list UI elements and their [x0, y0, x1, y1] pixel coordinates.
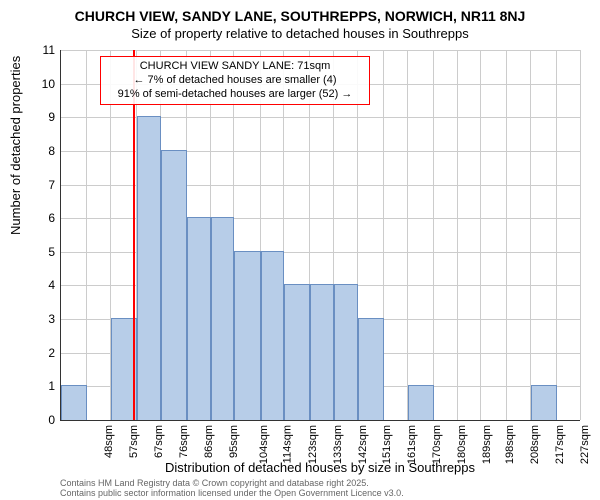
x-tick-label: 217sqm [554, 425, 566, 464]
x-tick-label: 198sqm [505, 425, 517, 464]
histogram-bar [234, 251, 260, 420]
histogram-bar [187, 217, 211, 420]
y-tick-label: 7 [25, 178, 55, 192]
x-tick-label: 180sqm [456, 425, 468, 464]
title-sub: Size of property relative to detached ho… [0, 26, 600, 41]
histogram-bar [211, 217, 235, 420]
x-tick-label: 133sqm [333, 425, 345, 464]
footer-line-2: Contains public sector information licen… [60, 488, 404, 498]
x-tick-label: 86sqm [203, 425, 215, 458]
y-tick-label: 2 [25, 346, 55, 360]
y-tick-label: 0 [25, 413, 55, 427]
gridline-vertical [580, 50, 581, 420]
y-tick-label: 1 [25, 379, 55, 393]
y-tick-label: 5 [25, 245, 55, 259]
chart-container: CHURCH VIEW, SANDY LANE, SOUTHREPPS, NOR… [0, 0, 600, 500]
x-tick-label: 95sqm [228, 425, 240, 458]
histogram-bar [408, 385, 434, 420]
histogram-bar [137, 116, 161, 420]
gridline-vertical [407, 50, 408, 420]
y-tick-label: 10 [25, 77, 55, 91]
x-tick-label: 142sqm [357, 425, 369, 464]
footer-attribution: Contains HM Land Registry data © Crown c… [60, 478, 404, 499]
y-tick-label: 4 [25, 278, 55, 292]
x-axis-label: Distribution of detached houses by size … [60, 460, 580, 475]
histogram-bar [61, 385, 87, 420]
x-tick-label: 123sqm [308, 425, 320, 464]
gridline-vertical [433, 50, 434, 420]
gridline-vertical [556, 50, 557, 420]
gridline-vertical [86, 50, 87, 420]
gridline-horizontal [60, 420, 580, 421]
title-main: CHURCH VIEW, SANDY LANE, SOUTHREPPS, NOR… [0, 8, 600, 24]
x-tick-label: 189sqm [481, 425, 493, 464]
x-tick-label: 48sqm [103, 425, 115, 458]
property-marker-line [133, 50, 135, 420]
x-tick-label: 227sqm [579, 425, 591, 464]
histogram-bar [334, 284, 358, 420]
x-tick-label: 57sqm [128, 425, 140, 458]
info-box-line: CHURCH VIEW SANDY LANE: 71sqm [107, 60, 363, 74]
x-tick-label: 161sqm [406, 425, 418, 464]
x-tick-label: 67sqm [153, 425, 165, 458]
histogram-bar [310, 284, 334, 420]
info-callout-box: CHURCH VIEW SANDY LANE: 71sqm← 7% of det… [100, 56, 370, 105]
gridline-vertical [530, 50, 531, 420]
gridline-vertical [60, 50, 61, 420]
gridline-vertical [506, 50, 507, 420]
histogram-bar [261, 251, 285, 420]
y-tick-label: 6 [25, 211, 55, 225]
x-tick-label: 76sqm [178, 425, 190, 458]
x-tick-label: 170sqm [431, 425, 443, 464]
info-box-line: 91% of semi-detached houses are larger (… [107, 88, 363, 102]
y-tick-label: 11 [25, 43, 55, 57]
gridline-vertical [457, 50, 458, 420]
plot-area: CHURCH VIEW SANDY LANE: 71sqm← 7% of det… [60, 50, 580, 420]
x-tick-label: 104sqm [258, 425, 270, 464]
x-tick-label: 151sqm [381, 425, 393, 464]
info-box-line: ← 7% of detached houses are smaller (4) [107, 74, 363, 88]
gridline-horizontal [60, 50, 580, 51]
y-tick-label: 8 [25, 144, 55, 158]
histogram-bar [358, 318, 384, 420]
histogram-bar [531, 385, 557, 420]
y-tick-label: 9 [25, 110, 55, 124]
histogram-bar [284, 284, 310, 420]
histogram-bar [161, 150, 187, 420]
footer-line-1: Contains HM Land Registry data © Crown c… [60, 478, 404, 488]
x-tick-label: 114sqm [282, 425, 294, 463]
gridline-vertical [480, 50, 481, 420]
y-axis-label: Number of detached properties [8, 56, 23, 235]
y-tick-label: 3 [25, 312, 55, 326]
x-tick-label: 208sqm [529, 425, 541, 464]
